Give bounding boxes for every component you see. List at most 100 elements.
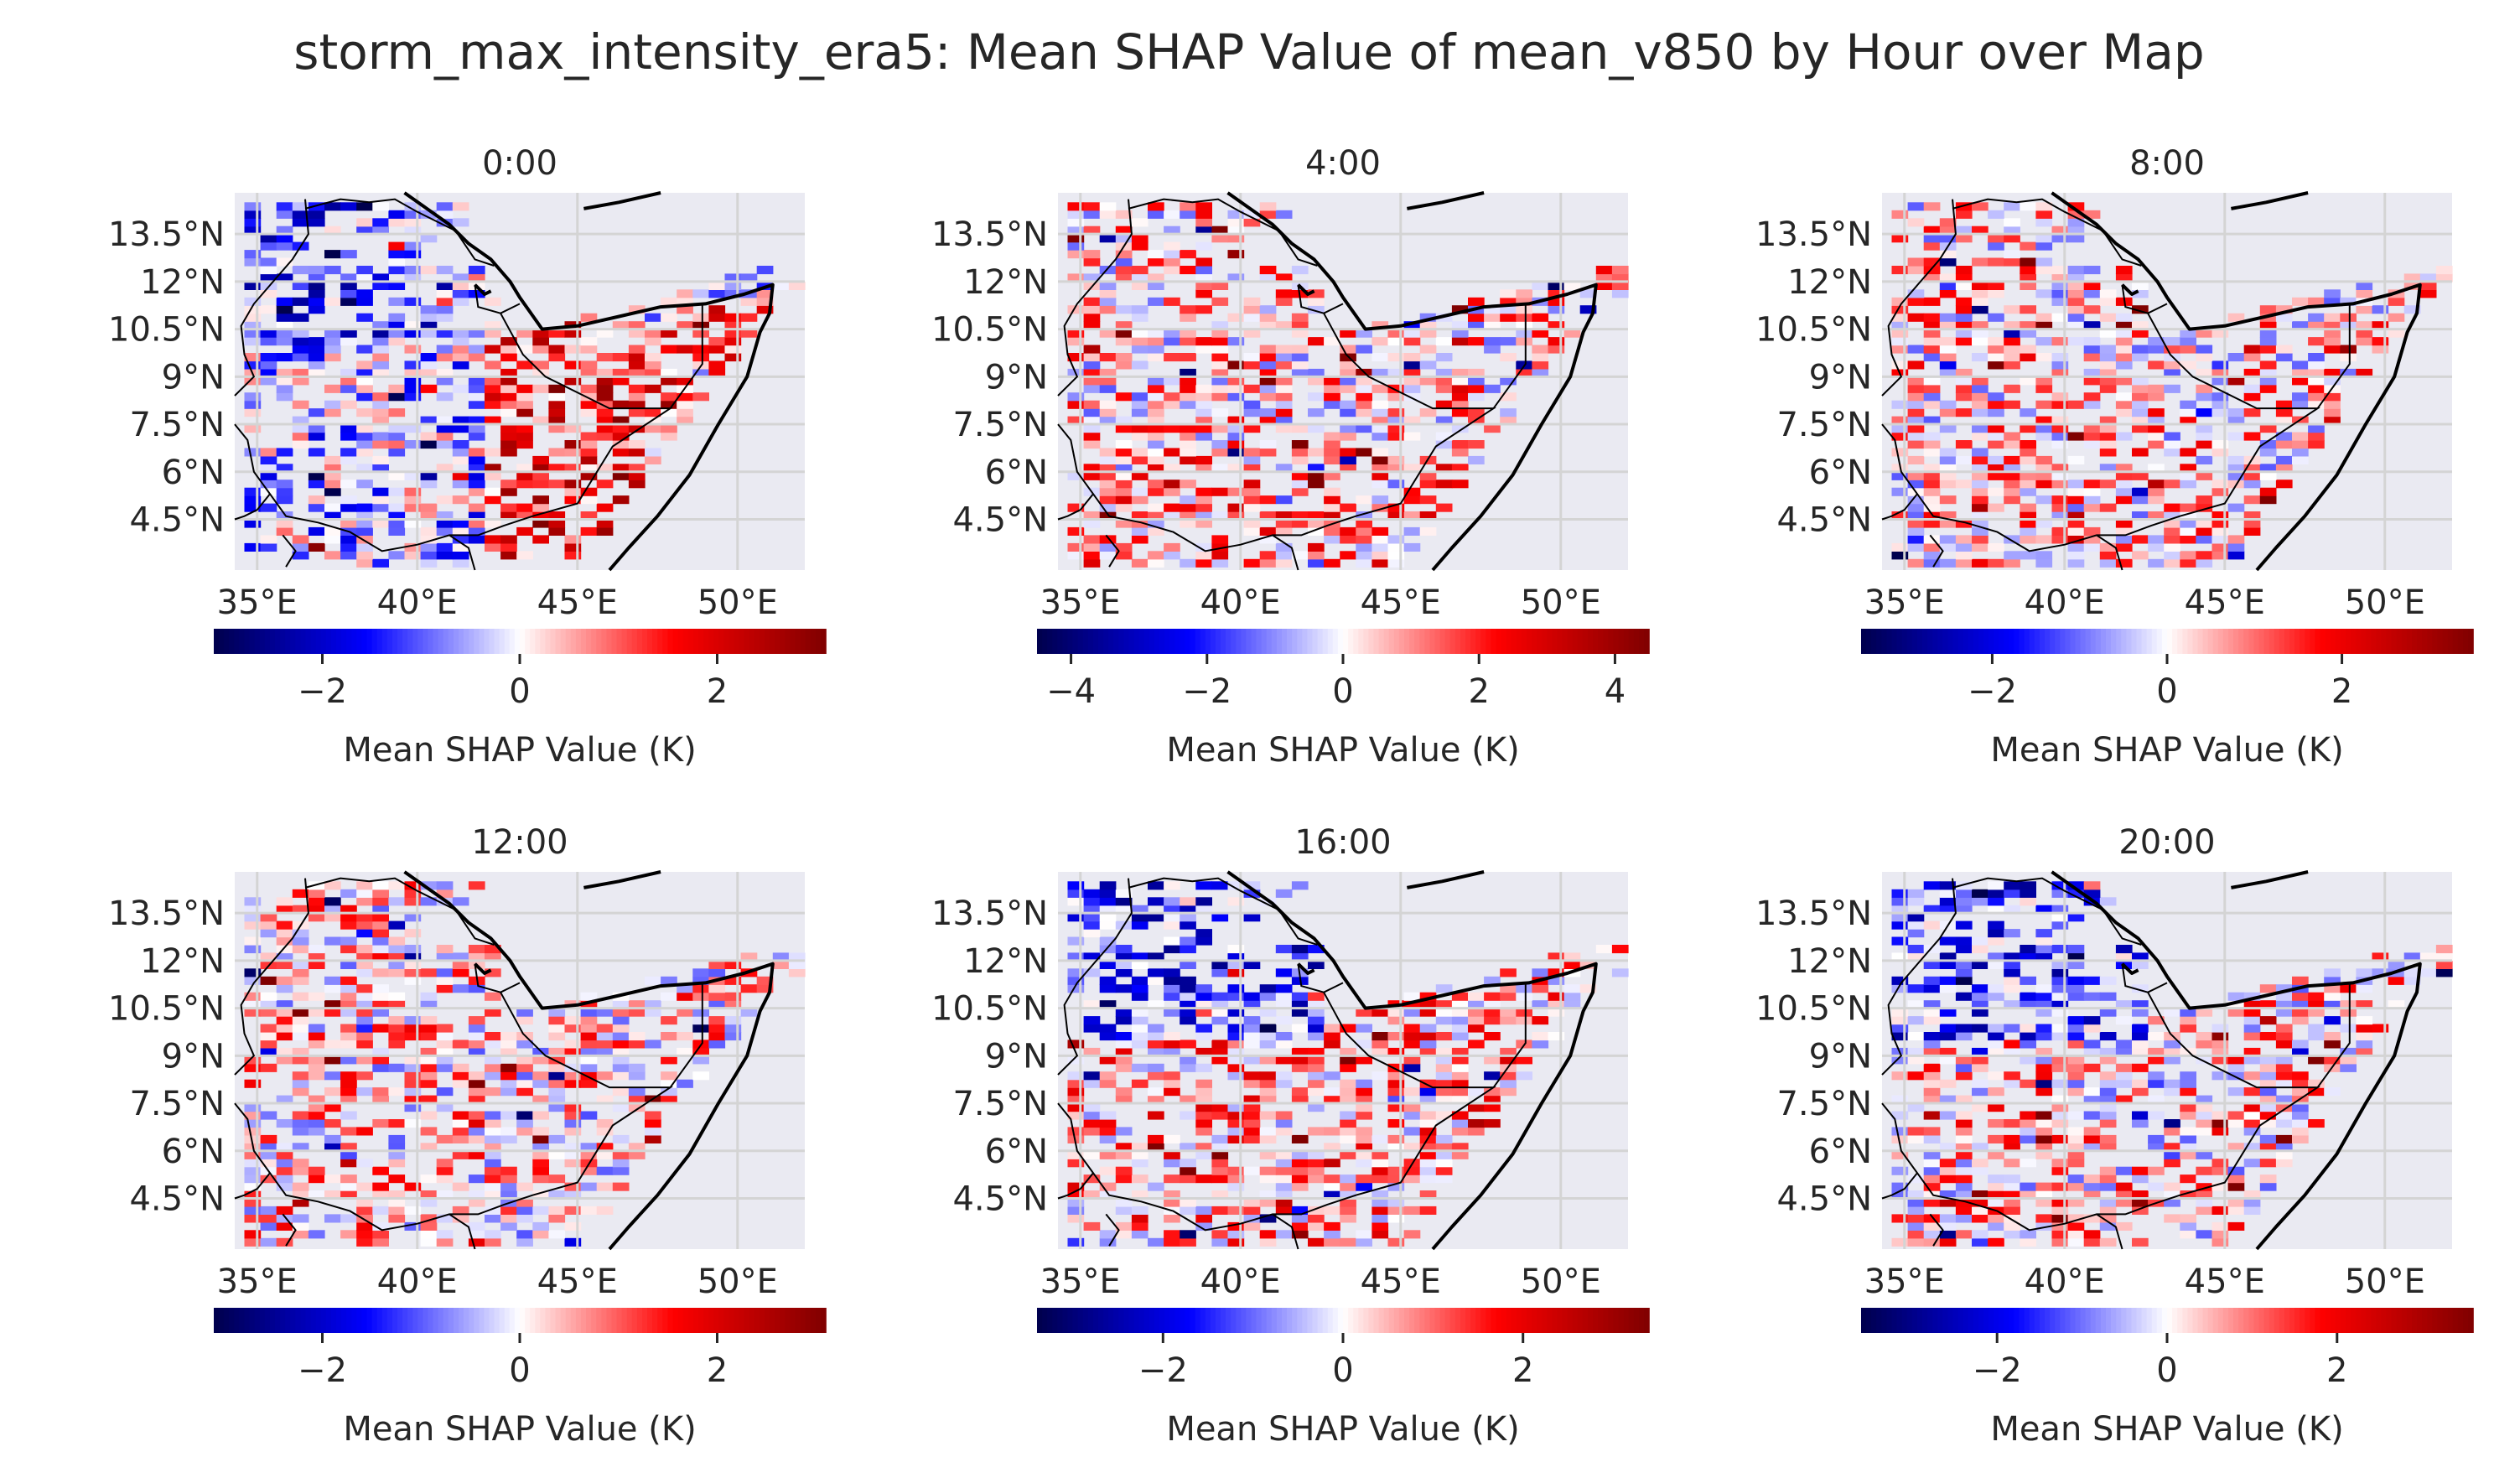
heat-cell: [1923, 234, 1941, 243]
heat-cell: [2115, 519, 2133, 528]
heat-cell: [340, 281, 357, 290]
heat-cell: [2099, 432, 2117, 441]
heat-cell: [2227, 542, 2245, 552]
heat-cell: [596, 1143, 614, 1152]
heat-cell: [452, 1063, 469, 1072]
heat-cell: [2356, 1000, 2373, 1009]
heat-cell: [500, 1071, 517, 1081]
heat-cell: [1419, 1127, 1437, 1136]
heat-cell: [485, 1214, 501, 1223]
colorbar-segment: [1062, 1308, 1069, 1333]
heat-cell: [2292, 1016, 2309, 1025]
heat-cell: [1419, 495, 1437, 505]
heat-cell: [1923, 480, 1941, 489]
heat-cell: [1595, 945, 1613, 954]
heat-cell: [356, 526, 373, 536]
heat-cell: [2356, 984, 2373, 993]
heat-cell: [356, 1055, 373, 1065]
heat-cell: [1972, 392, 1989, 402]
heat-cell: [2099, 440, 2117, 449]
colorbar-segment: [672, 629, 679, 654]
heat-cell: [1275, 1111, 1293, 1120]
heat-cell: [1115, 889, 1133, 898]
colorbar-segment: [739, 629, 745, 654]
heat-cell: [2004, 1143, 2020, 1152]
y-tick-label: 9°N: [985, 358, 1048, 397]
heat-cell: [2004, 905, 2020, 914]
heat-cell: [308, 210, 325, 219]
colorbar-segment: [214, 1308, 220, 1333]
heat-cell: [1115, 487, 1133, 496]
heat-cell: [1115, 968, 1133, 977]
heat-cell: [1356, 551, 1372, 560]
heat-cell: [1115, 226, 1133, 235]
border-kenya-somalia: [2096, 534, 2123, 571]
heat-cell: [692, 1016, 709, 1025]
heat-cell: [1067, 952, 1085, 962]
heat-cell: [532, 464, 549, 473]
heat-cell: [260, 376, 277, 386]
heat-cell: [2051, 526, 2069, 536]
heat-cell: [1291, 881, 1309, 890]
heat-cell: [276, 1159, 293, 1168]
heat-cell: [2340, 297, 2357, 306]
heat-cell: [244, 1111, 262, 1120]
heat-cell: [292, 1016, 309, 1025]
colorbar-segment: [540, 629, 547, 654]
colorbar-segment: [412, 1308, 419, 1333]
heat-cell: [340, 1174, 357, 1184]
heat-cell: [1259, 305, 1277, 314]
coastline-horn: [403, 870, 775, 1251]
y-tick-label: 12°N: [963, 942, 1048, 981]
heat-cell: [244, 321, 262, 330]
heat-cell: [1259, 313, 1277, 322]
heat-cell: [1243, 487, 1261, 496]
colorbar-segment: [2310, 629, 2316, 654]
heat-cell: [2083, 1111, 2101, 1120]
heat-cell: [1131, 432, 1149, 441]
heat-cell: [1324, 1221, 1340, 1231]
heat-cell: [2132, 305, 2149, 314]
heat-cell: [1419, 511, 1437, 521]
heat-cell: [1972, 289, 1989, 298]
heat-cell: [1468, 1103, 1485, 1112]
heat-cell: [1180, 1237, 1196, 1247]
heat-cell: [1180, 1198, 1196, 1207]
heat-cell: [2164, 503, 2180, 512]
heat-cell: [2419, 289, 2437, 298]
colorbar-segment: [1098, 629, 1104, 654]
heat-cell: [692, 392, 709, 402]
heat-cell: [628, 368, 646, 377]
heat-cell: [2067, 234, 2085, 243]
heat-cell: [1611, 289, 1629, 298]
colorbar-segment: [795, 1308, 801, 1333]
heat-cell: [1083, 202, 1101, 211]
heat-cell: [677, 321, 693, 330]
heat-cell: [1939, 313, 1957, 322]
heat-cell: [1148, 329, 1164, 338]
heat-cell: [1227, 1166, 1245, 1175]
heat-cell: [548, 353, 566, 362]
heat-cell: [485, 321, 501, 330]
y-tick-label: 10.5°N: [931, 311, 1048, 350]
heat-cell: [1972, 202, 1989, 211]
colorbar-segment: [2207, 629, 2214, 654]
heat-cell: [404, 384, 422, 393]
heat-cell: [1148, 400, 1164, 409]
colorbar-segment: [1067, 629, 1074, 654]
colorbar-segment: [361, 1308, 368, 1333]
heat-cell: [340, 297, 357, 306]
heat-cell: [340, 976, 357, 985]
heat-cell: [1988, 1119, 2004, 1128]
heat-cell: [1227, 1127, 1245, 1136]
colorbar-segment: [2202, 629, 2209, 654]
heat-cell: [532, 360, 549, 370]
heat-cell: [1067, 984, 1085, 993]
heat-cell: [612, 400, 630, 409]
heat-cell: [1923, 329, 1941, 338]
heat-cell: [2196, 551, 2213, 560]
colorbar-segment: [2412, 629, 2418, 654]
heat-cell: [1227, 250, 1245, 259]
colorbar-segment: [1282, 629, 1288, 654]
heat-cell: [1923, 384, 1941, 393]
